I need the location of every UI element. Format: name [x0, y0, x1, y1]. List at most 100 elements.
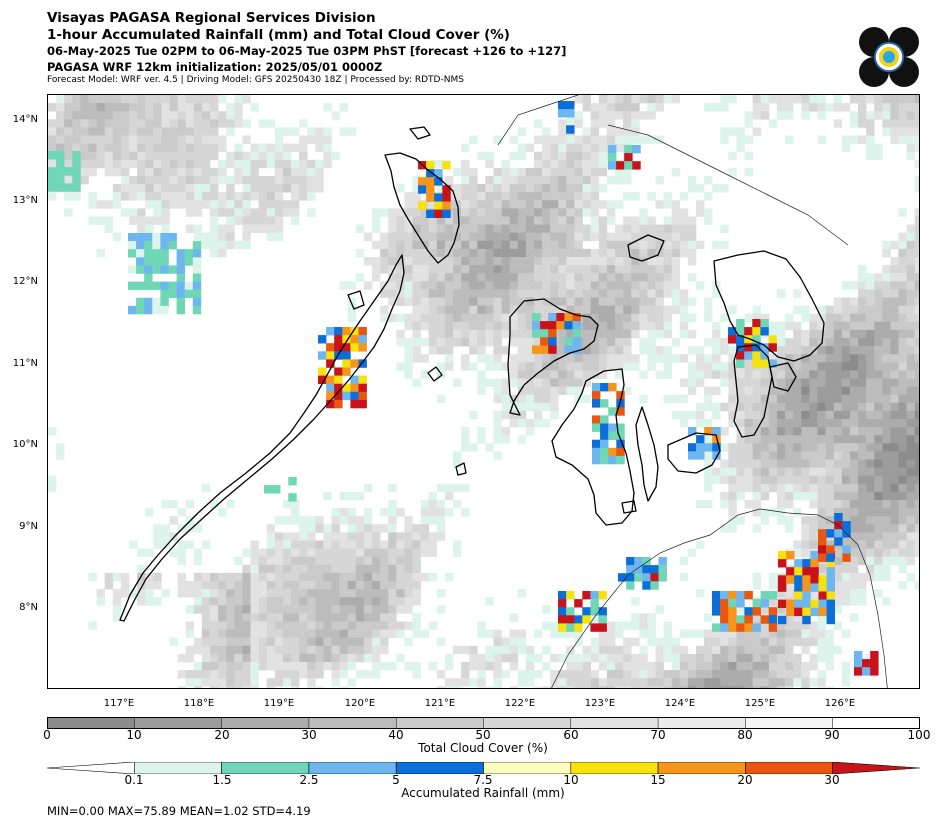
- grid-cell: [752, 670, 762, 679]
- grid-cell: [582, 370, 591, 379]
- grid-cell: [372, 653, 381, 663]
- grid-cell: [436, 670, 446, 679]
- grid-cell: [517, 232, 527, 242]
- grid-cell: [736, 467, 745, 476]
- grid-cell: [226, 119, 235, 128]
- grid-cell: [104, 200, 114, 209]
- grid-cell: [88, 95, 97, 104]
- grid-cell: [752, 500, 762, 509]
- grid-cell: [687, 629, 697, 638]
- grid-cell: [363, 532, 373, 541]
- grid-cell: [177, 103, 186, 112]
- grid-cell: [266, 208, 276, 217]
- grid-cell: [898, 338, 907, 347]
- grid-cell: [777, 500, 786, 509]
- grid-cell: [728, 467, 737, 476]
- grid-cell: [849, 500, 859, 509]
- rain-cell: [136, 241, 145, 250]
- grid-cell: [315, 184, 324, 193]
- grid-cell: [671, 224, 681, 233]
- grid-cell: [185, 200, 195, 209]
- grid-cell: [574, 386, 583, 395]
- grid-cell: [687, 386, 697, 395]
- grid-cell: [898, 346, 907, 355]
- rain-cell: [760, 615, 769, 624]
- grid-cell: [728, 386, 737, 395]
- grid-cell: [623, 119, 632, 128]
- grid-cell: [517, 297, 527, 306]
- rain-cell: [144, 305, 153, 315]
- grid-cell: [582, 313, 591, 323]
- grid-cell: [412, 192, 421, 201]
- grid-cell: [736, 435, 745, 444]
- grid-cell: [712, 240, 721, 250]
- grid-cell: [558, 281, 567, 290]
- grid-cell: [234, 216, 243, 225]
- grid-cell: [728, 516, 737, 525]
- grid-cell: [882, 354, 891, 363]
- grid-cell: [598, 637, 608, 647]
- grid-cell: [420, 629, 429, 638]
- rain-tick: 15: [650, 773, 666, 787]
- grid-cell: [720, 629, 729, 638]
- cloud-color-swatch: [47, 717, 136, 729]
- grid-cell: [493, 338, 502, 347]
- grid-cell: [817, 419, 826, 428]
- grid-cell: [777, 475, 786, 485]
- grid-cell: [542, 378, 551, 387]
- grid-cell: [226, 605, 235, 614]
- grid-cell: [242, 119, 251, 128]
- grid-cell: [169, 500, 178, 509]
- rain-cell: [728, 591, 737, 600]
- grid-cell: [793, 491, 802, 501]
- grid-cell: [809, 346, 818, 355]
- grid-cell: [534, 176, 543, 185]
- grid-cell: [906, 516, 915, 525]
- grid-cell: [226, 629, 235, 638]
- rain-cell: [592, 455, 601, 465]
- grid-cell: [161, 192, 170, 201]
- grid-cell: [777, 686, 786, 688]
- grid-cell: [282, 516, 292, 525]
- grid-cell: [760, 670, 770, 679]
- grid-cell: [728, 459, 737, 468]
- grid-cell: [517, 378, 527, 387]
- grid-cell: [598, 159, 608, 169]
- grid-cell: [906, 540, 915, 549]
- rain-cell: [548, 337, 557, 346]
- grid-cell: [882, 313, 891, 323]
- grid-cell: [153, 176, 162, 185]
- grid-cell: [752, 662, 762, 671]
- grid-cell: [274, 637, 284, 647]
- grid-cell: [339, 556, 348, 566]
- grid-cell: [428, 248, 438, 258]
- grid-cell: [185, 208, 195, 217]
- grid-cell: [339, 564, 348, 574]
- grid-cell: [299, 581, 308, 590]
- grid-cell: [137, 135, 146, 144]
- grid-cell: [663, 637, 672, 647]
- grid-cell: [720, 362, 729, 371]
- cloud-tick: 20: [214, 728, 230, 742]
- grid-cell: [299, 192, 308, 201]
- grid-cell: [841, 589, 851, 598]
- grid-cell: [744, 362, 753, 371]
- rain-cell: [168, 281, 177, 290]
- grid-cell: [704, 435, 713, 444]
- grid-cell: [598, 629, 608, 638]
- grid-cell: [453, 224, 462, 233]
- grid-cell: [517, 370, 527, 379]
- grid-cell: [590, 346, 600, 355]
- grid-cell: [793, 394, 802, 404]
- grid-cell: [444, 313, 454, 323]
- grid-cell: [825, 629, 834, 638]
- grid-cell: [728, 127, 737, 136]
- grid-cell: [898, 329, 907, 339]
- grid-cell: [841, 572, 851, 582]
- grid-cell: [291, 500, 300, 509]
- grid-cell: [266, 184, 276, 193]
- grid-cell: [404, 540, 413, 549]
- rain-cell: [826, 583, 835, 592]
- grid-cell: [655, 200, 664, 209]
- grid-cell: [566, 192, 575, 201]
